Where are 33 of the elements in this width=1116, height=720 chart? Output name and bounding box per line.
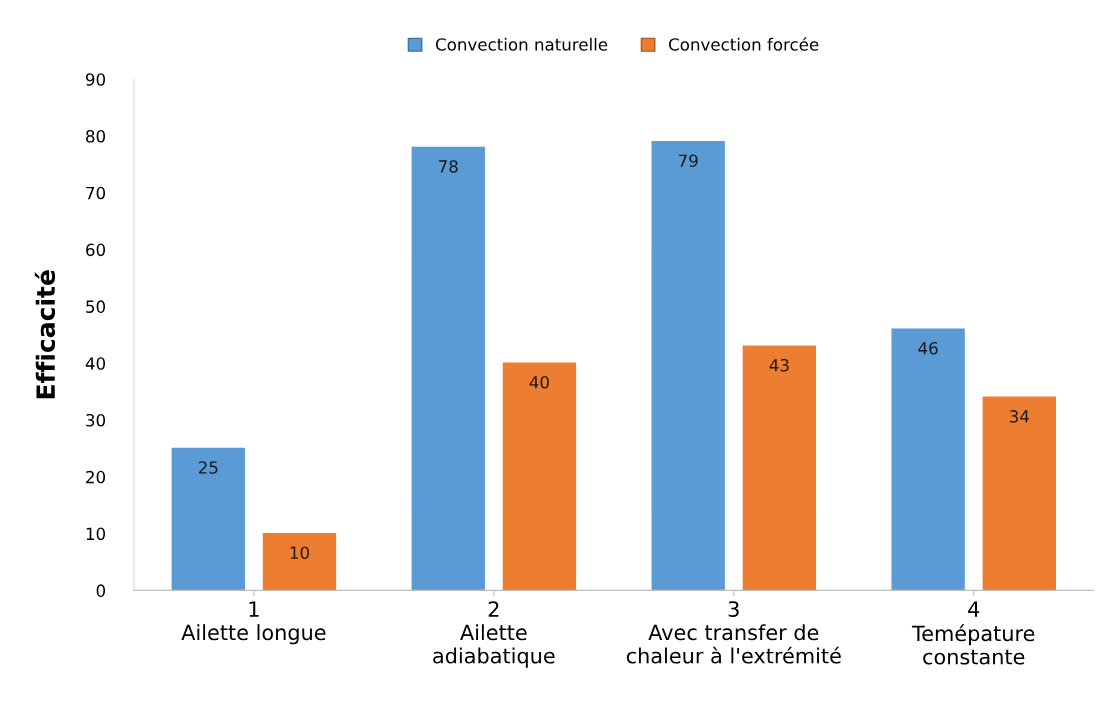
y-tick-label: 10: [86, 527, 106, 541]
legend-label: Convection forcée: [669, 37, 819, 51]
y-tick-label: 0: [96, 584, 106, 597]
x-tick-label: 1 Ailette longue: [181, 601, 326, 645]
legend-label: Convection naturelle: [436, 37, 608, 51]
bar: [171, 447, 245, 591]
bar: [891, 328, 965, 591]
bar: [742, 345, 817, 591]
data-label: 25: [198, 461, 218, 474]
x-tick-label: 3 Avec transfer de chaleur à l'extrémité: [626, 601, 841, 664]
y-tick-label: 90: [85, 73, 106, 86]
bar: [982, 396, 1056, 591]
x-tick-label: 2 Ailette adiabatique: [433, 601, 555, 668]
y-axis-title: Efficacité: [34, 270, 56, 399]
bar: [411, 146, 485, 591]
data-label: 43: [769, 358, 789, 372]
y-tick-label: 70: [86, 186, 106, 200]
data-label: 34: [1009, 410, 1029, 423]
data-label: 79: [678, 154, 698, 168]
data-label: 10: [290, 546, 309, 559]
y-tick-label: 40: [85, 357, 106, 370]
data-label: 46: [918, 341, 938, 355]
data-label: 78: [439, 160, 458, 173]
data-label: 40: [529, 375, 549, 389]
y-tick-label: 60: [86, 243, 106, 257]
y-tick-label: 30: [86, 413, 106, 427]
bar: [651, 140, 725, 591]
y-tick-label: 20: [86, 470, 106, 484]
y-tick-label: 50: [86, 300, 106, 313]
y-tick-label: 80: [86, 129, 106, 143]
bar: [262, 532, 337, 591]
x-tick-label: 4 Temépature constante: [911, 601, 1035, 665]
bar: [502, 362, 577, 591]
